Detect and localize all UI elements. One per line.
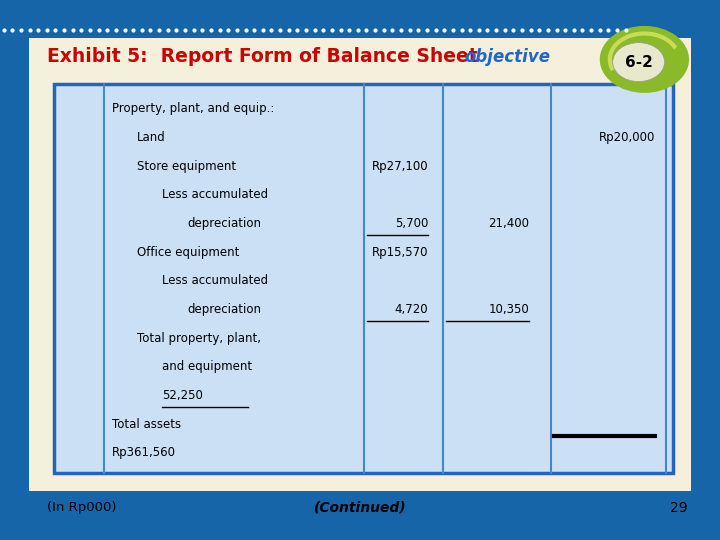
Text: Land: Land bbox=[137, 131, 166, 144]
Text: and equipment: and equipment bbox=[162, 360, 252, 373]
Text: 6-2: 6-2 bbox=[625, 55, 652, 70]
Text: Property, plant, and equip.:: Property, plant, and equip.: bbox=[112, 103, 274, 116]
Text: Rp15,570: Rp15,570 bbox=[372, 246, 428, 259]
Text: Store equipment: Store equipment bbox=[137, 160, 236, 173]
FancyBboxPatch shape bbox=[54, 84, 673, 472]
Text: Rp27,100: Rp27,100 bbox=[372, 160, 428, 173]
Text: Rp20,000: Rp20,000 bbox=[599, 131, 655, 144]
Text: 4,720: 4,720 bbox=[395, 303, 428, 316]
Text: Total property, plant,: Total property, plant, bbox=[137, 332, 261, 345]
Circle shape bbox=[613, 43, 665, 82]
Text: Office equipment: Office equipment bbox=[137, 246, 239, 259]
Text: objective: objective bbox=[464, 48, 550, 66]
Text: (Continued): (Continued) bbox=[314, 501, 406, 515]
Text: depreciation: depreciation bbox=[187, 303, 261, 316]
Text: 52,250: 52,250 bbox=[162, 389, 203, 402]
Text: Less accumulated: Less accumulated bbox=[162, 188, 268, 201]
Text: 10,350: 10,350 bbox=[488, 303, 529, 316]
Text: Less accumulated: Less accumulated bbox=[162, 274, 268, 287]
Text: 5,700: 5,700 bbox=[395, 217, 428, 230]
Text: Total assets: Total assets bbox=[112, 417, 181, 430]
Text: Exhibit 5:  Report Form of Balance Sheet: Exhibit 5: Report Form of Balance Sheet bbox=[47, 47, 477, 66]
Text: Rp361,560: Rp361,560 bbox=[112, 446, 176, 459]
Text: 29: 29 bbox=[670, 501, 688, 515]
Circle shape bbox=[600, 26, 689, 93]
Text: depreciation: depreciation bbox=[187, 217, 261, 230]
Text: 21,400: 21,400 bbox=[488, 217, 529, 230]
FancyBboxPatch shape bbox=[29, 38, 691, 491]
Text: (In Rp000): (In Rp000) bbox=[47, 501, 117, 514]
